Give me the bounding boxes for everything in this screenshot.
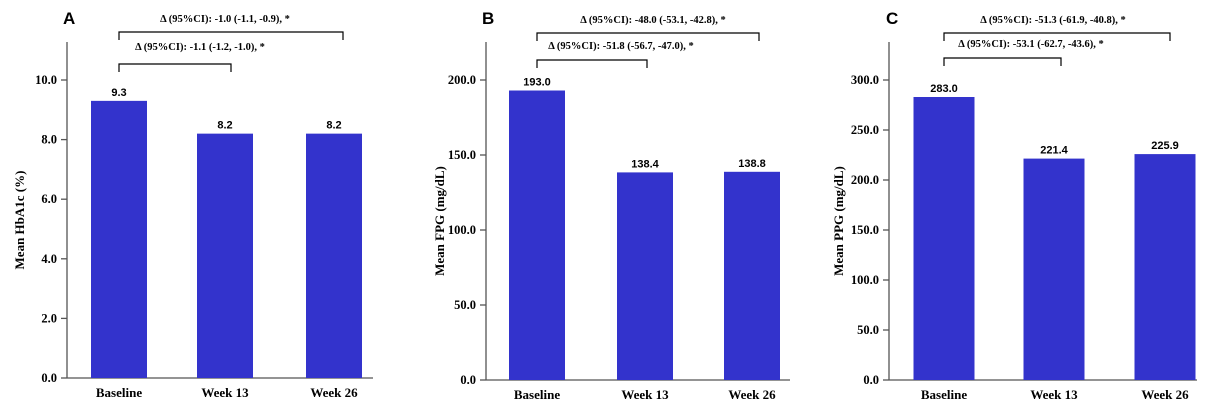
- panel-a-comparison-bracket: [118, 63, 232, 72]
- panel-b-comparison-bracket: [536, 32, 760, 41]
- panel-b-y-tick-label: 0.0: [460, 373, 476, 387]
- panel-a-bar: [91, 100, 147, 379]
- panel-b-letter: B: [482, 9, 494, 28]
- panel-c-category-label: Baseline: [921, 387, 967, 402]
- panel-c-comparison-bracket: [943, 32, 1171, 41]
- panel-a-category-label: Week 26: [310, 385, 358, 400]
- panel-c-y-tick-label: 300.0: [851, 73, 879, 87]
- panel-c-y-tick-label: 150.0: [851, 223, 879, 237]
- panel-a-y-axis-label: Mean HbA1c (%): [12, 171, 27, 270]
- panel-c-y-tick-label: 250.0: [851, 123, 879, 137]
- panel-c-comparison-bracket: [943, 57, 1062, 66]
- panel-b-comparison-annotation: Δ (95%CI): -51.8 (-56.7, -47.0), *: [548, 41, 693, 52]
- panel-c-data-label: 283.0: [930, 83, 958, 95]
- panel-a-comparison-bracket: [118, 31, 344, 40]
- panel-b-y-tick-label: 200.0: [448, 73, 476, 87]
- panel-b-bar: [509, 90, 565, 380]
- panel-a-data-label: 9.3: [111, 87, 126, 99]
- panel-b-category-label: Week 13: [621, 387, 669, 402]
- panel-b-data-label: 193.0: [523, 77, 551, 89]
- panel-a-comparison-annotation: Δ (95%CI): -1.0 (-1.1, -0.9), *: [160, 14, 290, 25]
- panel-a-y-tick-label: 6.0: [41, 192, 57, 206]
- panel-c-y-tick-label: 0.0: [863, 373, 879, 387]
- panel-a-bar: [197, 133, 253, 378]
- panel-c-y-tick-label: 200.0: [851, 173, 879, 187]
- panel-a-letter: A: [63, 9, 75, 28]
- panel-b-y-tick-label: 100.0: [448, 223, 476, 237]
- panel-c-bar: [913, 97, 975, 380]
- panel-b-bar: [724, 171, 780, 380]
- panel-c-comparison-annotation: Δ (95%CI): -51.3 (-61.9, -40.8), *: [980, 15, 1125, 26]
- panel-a-y-tick-label: 2.0: [41, 311, 57, 325]
- panel-b-comparison-annotation: Δ (95%CI): -48.0 (-53.1, -42.8), *: [580, 15, 725, 26]
- panel-b-category-label: Week 26: [728, 387, 776, 402]
- panel-b-y-tick-label: 150.0: [448, 148, 476, 162]
- panel-c-data-label: 225.9: [1151, 140, 1179, 152]
- panel-c-comparison-annotation: Δ (95%CI): -53.1 (-62.7, -43.6), *: [958, 39, 1103, 50]
- panel-a-data-label: 8.2: [326, 120, 341, 132]
- panel-a-comparison-annotation: Δ (95%CI): -1.1 (-1.2, -1.0), *: [135, 42, 265, 53]
- panel-a-category-label: Week 13: [201, 385, 249, 400]
- panel-c-y-tick-label: 100.0: [851, 273, 879, 287]
- panel-c-letter: C: [886, 9, 898, 28]
- panel-a-y-tick-label: 0.0: [41, 371, 57, 385]
- panel-a-y-tick-label: 8.0: [41, 133, 57, 147]
- panel-c-y-axis-label: Mean PPG (mg/dL): [831, 166, 846, 276]
- panel-b-data-label: 138.4: [631, 158, 659, 170]
- panel-a-bar: [306, 133, 362, 378]
- panel-b-bar: [617, 172, 673, 380]
- panel-b-data-label: 138.8: [738, 158, 766, 170]
- panel-a-y-tick-label: 4.0: [41, 252, 57, 266]
- panel-b-y-tick-label: 50.0: [454, 298, 476, 312]
- panel-a-category-label: Baseline: [96, 385, 142, 400]
- panel-c-bar: [1134, 154, 1196, 380]
- panel-b-y-axis-label: Mean FPG (mg/dL): [432, 166, 447, 276]
- panel-c-data-label: 221.4: [1040, 145, 1068, 157]
- panel-c-category-label: Week 13: [1030, 387, 1078, 402]
- panel-c-bar: [1023, 158, 1085, 380]
- panel-c-y-tick-label: 50.0: [857, 323, 879, 337]
- panel-b-category-label: Baseline: [514, 387, 560, 402]
- panel-c-category-label: Week 26: [1141, 387, 1189, 402]
- panel-b-comparison-bracket: [536, 59, 648, 68]
- panel-a-data-label: 8.2: [217, 120, 232, 132]
- panel-a-y-tick-label: 10.0: [35, 73, 57, 87]
